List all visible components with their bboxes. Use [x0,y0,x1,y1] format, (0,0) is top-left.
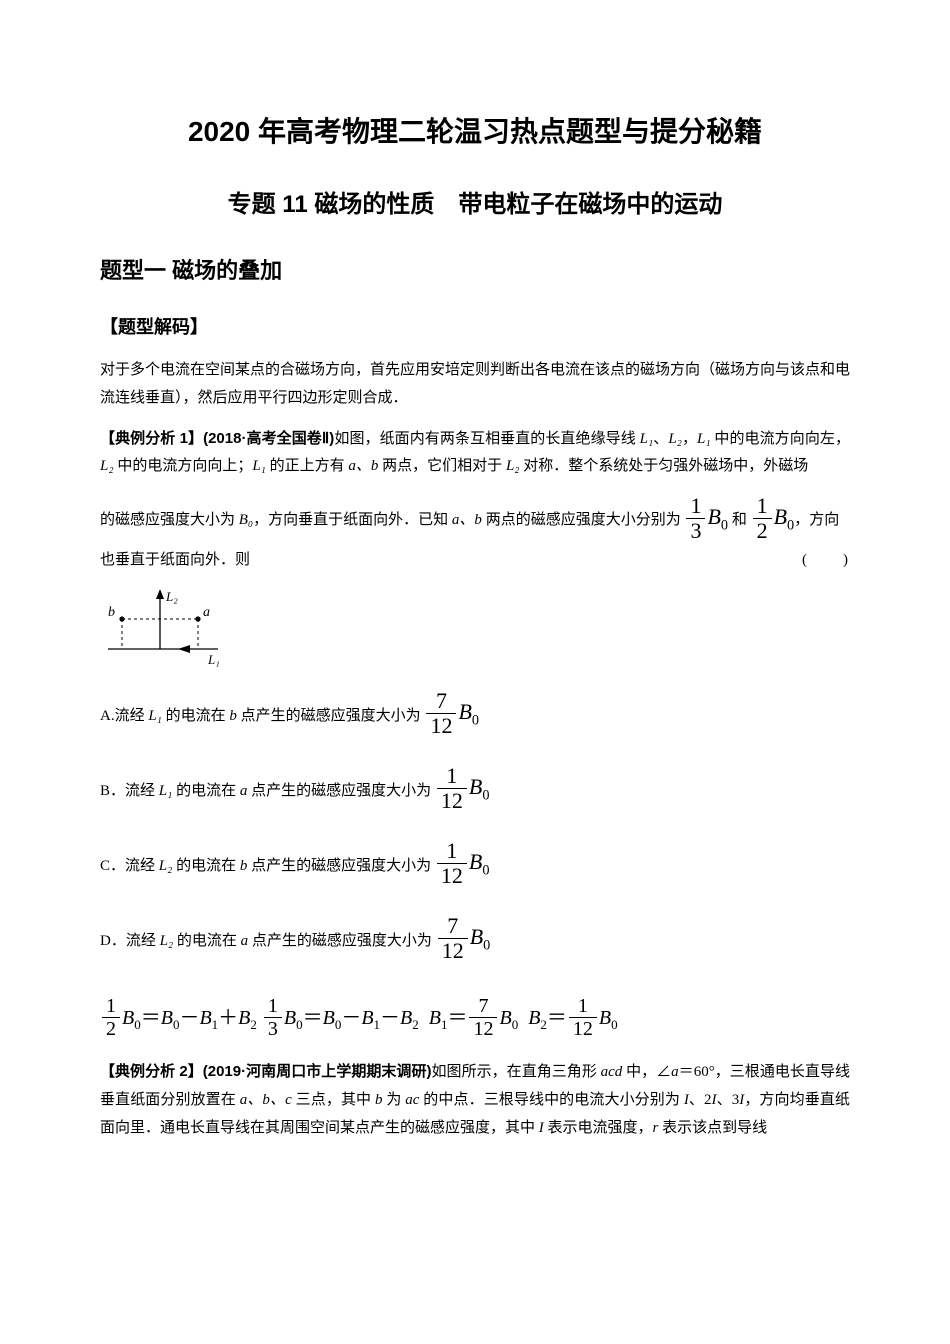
option-A: A.流经 L₁ 的电流在 b 点产生的磁感应强度大小为 712B0 [100,692,850,739]
example2-source: (2019·河南周口市上学期期末调研) [203,1063,432,1080]
sub-title: 专题 11 磁场的性质 带电粒子在磁场中的运动 [100,184,850,219]
frac-A: 712 [426,690,456,737]
frac-C: 112 [437,840,467,887]
intro-paragraph: 对于多个电流在空间某点的合磁场方向，首先应用安培定则判断出各电流在该点的磁场方向… [100,357,850,413]
example1-source: (2018·高考全国卷Ⅱ) [203,430,334,447]
frac-num: 1 [753,495,772,519]
ex1-B0: B₀ [239,512,253,528]
frac2-sym: B0 [774,504,795,529]
frac-den: 2 [753,519,772,542]
ex1-text: 如图，纸面内有两条互相垂直的长直绝缘导线 [334,431,639,447]
main-title: 2020 年高考物理二轮温习热点题型与提分秘籍 [100,110,850,150]
frac-D: 712 [438,915,468,962]
ex1-tk: 两点的磁感应强度大小分别为 [482,512,681,528]
ex1-ti: 的磁感应强度大小为 [100,512,239,528]
frac-num: 1 [686,495,705,519]
ex1-ab2: a、b [452,512,482,528]
example2-label: 【典例分析 2】 [100,1063,203,1080]
ex1-th: 对称．整个系统处于匀强外磁场中，外磁场 [520,458,809,474]
ex1-L2a: L₂ [668,431,682,447]
example1-paragraph-2: 的磁感应强度大小为 B₀，方向垂直于纸面向外．已知 a、b 两点的磁感应强度大小… [100,493,850,577]
sub-heading: 【题型解码】 [100,313,850,339]
ex1-and: 和 [732,512,747,528]
frac-1-3: 1 3 [686,495,705,542]
section-heading: 题型一 磁场的叠加 [100,253,850,285]
ex1-L1c: L₁ [252,458,266,474]
frac-den: 3 [686,519,705,542]
diagram-b-label: b [108,605,115,620]
frac-B: 112 [437,765,467,812]
diagram-L2-label: L₂ [165,589,178,604]
ex1-tj: ，方向垂直于纸面向外．已知 [253,512,452,528]
frac-1-2: 1 2 [753,495,772,542]
ex1-tg: 两点，它们相对于 [378,458,506,474]
ex1-L2c: L₂ [506,458,520,474]
ex1-L1: L₁ [640,431,654,447]
diagram-L1-L2: L₂ L₁ b a [100,589,850,674]
ex1-tm: 也垂直于纸面向外．则 [100,552,250,568]
ex1-tl: ，方向 [794,512,839,528]
ex1-tb: 、 [653,431,668,447]
option-B: B．流经 L₁ 的电流在 a 点产生的磁感应强度大小为 112B0 [100,767,850,814]
answer-paren: ( ) [802,544,850,577]
ex1-td: 中的电流方向向左， [711,431,850,447]
equation-line: 12B0＝B0－B1＋B2 13B0＝B0－B1－B2 B1＝712B0 B2＝… [100,992,850,1044]
example2-paragraph: 【典例分析 2】(2019·河南周口市上学期期末调研)如图所示，在直角三角形 a… [100,1058,850,1142]
ex1-L1b: L₁ [697,431,711,447]
option-D: D．流经 L₂ 的电流在 a 点产生的磁感应强度大小为 712B0 [100,917,850,964]
diagram-a-label: a [203,605,210,620]
ex1-te: 中的电流方向向上； [114,458,253,474]
option-C: C．流经 L₂ 的电流在 b 点产生的磁感应强度大小为 112B0 [100,842,850,889]
ex1-ab: a、b [348,458,378,474]
diagram-L1-label: L₁ [207,652,220,667]
example1-paragraph: 【典例分析 1】(2018·高考全国卷Ⅱ)如图，纸面内有两条互相垂直的长直绝缘导… [100,425,850,482]
ex1-tc: ， [682,431,697,447]
ex1-L2b: L₂ [100,458,114,474]
ex1-tf: 的正上方有 [266,458,349,474]
frac1-sym: B0 [707,504,728,529]
example1-label: 【典例分析 1】 [100,430,203,447]
